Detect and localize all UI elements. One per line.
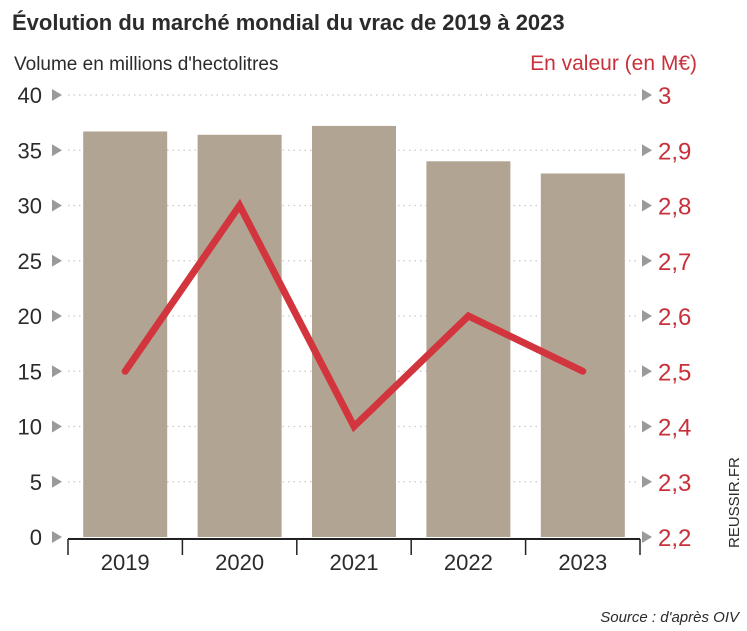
right-tick-marker xyxy=(642,144,652,157)
left-tick-label: 20 xyxy=(18,304,42,329)
left-tick-marker xyxy=(52,475,62,488)
right-axis: 2,2 2,3 2,4 2,5 2,6 2,7 2,8 2,9 3 xyxy=(642,83,691,552)
right-tick-label: 2,7 xyxy=(658,249,691,276)
left-tick-label: 25 xyxy=(18,249,42,274)
left-tick-marker xyxy=(52,254,62,267)
left-tick-marker xyxy=(52,365,62,378)
source-note: Source : d'après OIV xyxy=(600,609,741,626)
value-point xyxy=(238,204,242,207)
x-tick-label: 2019 xyxy=(101,550,150,575)
right-axis-label: En valeur (en M€) xyxy=(530,52,697,75)
left-tick-marker xyxy=(52,531,62,543)
left-tick-marker xyxy=(52,310,62,322)
x-tick-label: 2020 xyxy=(215,550,264,575)
right-tick-label: 3 xyxy=(658,83,671,110)
right-tick-label: 2,9 xyxy=(658,138,691,165)
left-tick-label: 10 xyxy=(18,415,42,440)
bar xyxy=(312,125,396,537)
left-tick-marker xyxy=(52,89,62,101)
left-axis: 0 5 10 15 20 25 30 35 40 xyxy=(18,83,62,550)
right-tick-label: 2,3 xyxy=(658,470,691,497)
right-tick-marker xyxy=(642,365,652,378)
right-tick-label: 2,8 xyxy=(658,194,691,221)
right-tick-label: 2,4 xyxy=(658,415,691,442)
left-tick-marker xyxy=(52,420,62,433)
bar xyxy=(426,161,511,538)
right-tick-marker xyxy=(642,254,652,267)
value-point xyxy=(123,369,127,373)
x-tick-label: 2021 xyxy=(330,550,379,575)
right-tick-label: 2,6 xyxy=(658,304,691,331)
left-tick-label: 15 xyxy=(18,359,42,384)
right-tick-marker xyxy=(642,420,652,433)
value-line-series xyxy=(121,198,587,433)
value-point xyxy=(352,425,356,428)
right-tick-marker xyxy=(642,475,652,488)
x-axis: 2019 2020 2021 2022 2023 xyxy=(67,538,641,575)
right-tick-marker xyxy=(642,89,652,101)
x-tick-label: 2022 xyxy=(444,550,493,575)
bar xyxy=(197,134,282,537)
x-tick-label: 2023 xyxy=(558,550,607,575)
value-point xyxy=(466,314,470,318)
bars xyxy=(83,125,625,538)
right-tick-marker xyxy=(642,310,652,322)
left-tick-label: 40 xyxy=(18,83,42,108)
chart-title: Évolution du marché mondial du vrac de 2… xyxy=(12,10,565,35)
left-tick-marker xyxy=(52,144,62,157)
left-tick-label: 30 xyxy=(18,194,42,219)
left-tick-label: 0 xyxy=(30,525,42,550)
right-tick-marker xyxy=(642,199,652,212)
left-tick-label: 5 xyxy=(30,470,42,495)
left-tick-marker xyxy=(52,199,62,212)
right-tick-marker xyxy=(642,531,652,543)
value-point xyxy=(581,369,585,373)
right-tick-label: 2,5 xyxy=(658,359,691,386)
left-tick-label: 35 xyxy=(18,138,42,163)
credit-watermark: REUSSIR.FR xyxy=(726,457,743,548)
left-axis-label: Volume en millions d'hectolitres xyxy=(14,54,278,75)
right-tick-label: 2,2 xyxy=(658,525,691,552)
